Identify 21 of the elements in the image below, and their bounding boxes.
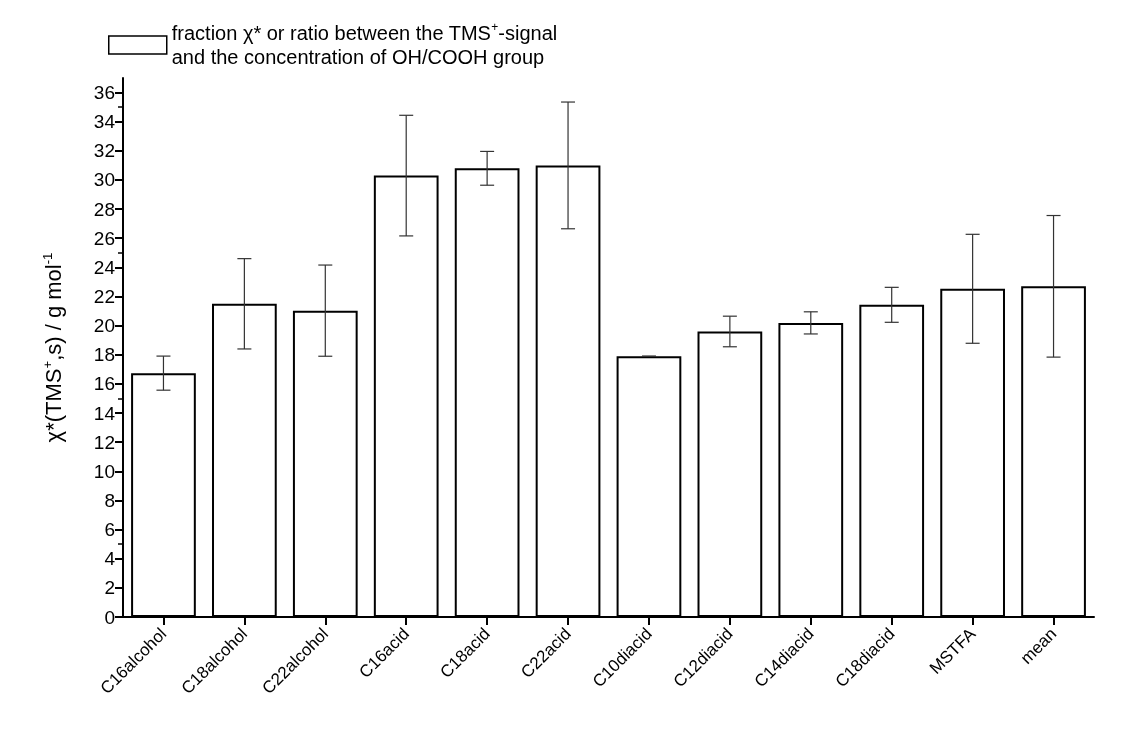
y-tick-label: 10 bbox=[93, 460, 115, 482]
y-tick-label: 16 bbox=[93, 373, 115, 395]
y-tick-label: 36 bbox=[93, 82, 115, 104]
y-axis-title: χ*(TMS+,s) / g mol-1 bbox=[40, 252, 66, 443]
y-tick-label: 0 bbox=[104, 606, 115, 628]
y-tick-label: 32 bbox=[93, 140, 115, 162]
y-tick-label: 20 bbox=[93, 315, 115, 337]
y-tick-label: 14 bbox=[93, 402, 116, 424]
y-tick-label: 24 bbox=[93, 256, 116, 278]
legend-label: fraction χ* or ratio between the TMS+-signal and the concentration of OH/COOH group bbox=[171, 20, 558, 68]
y-tick-label: 6 bbox=[104, 519, 115, 541]
y-tick-label: 12 bbox=[93, 431, 115, 453]
y-tick-label: 28 bbox=[93, 198, 115, 220]
y-tick-label: 34 bbox=[93, 111, 116, 133]
y-tick-label: 30 bbox=[93, 169, 115, 191]
y-tick-label: 22 bbox=[93, 286, 115, 308]
y-tick-label: 18 bbox=[93, 344, 115, 366]
y-tick-label: 8 bbox=[104, 489, 115, 511]
y-tick-label: 2 bbox=[104, 577, 115, 599]
y-tick-label: 4 bbox=[104, 548, 116, 570]
y-tick-label: 26 bbox=[93, 227, 115, 249]
